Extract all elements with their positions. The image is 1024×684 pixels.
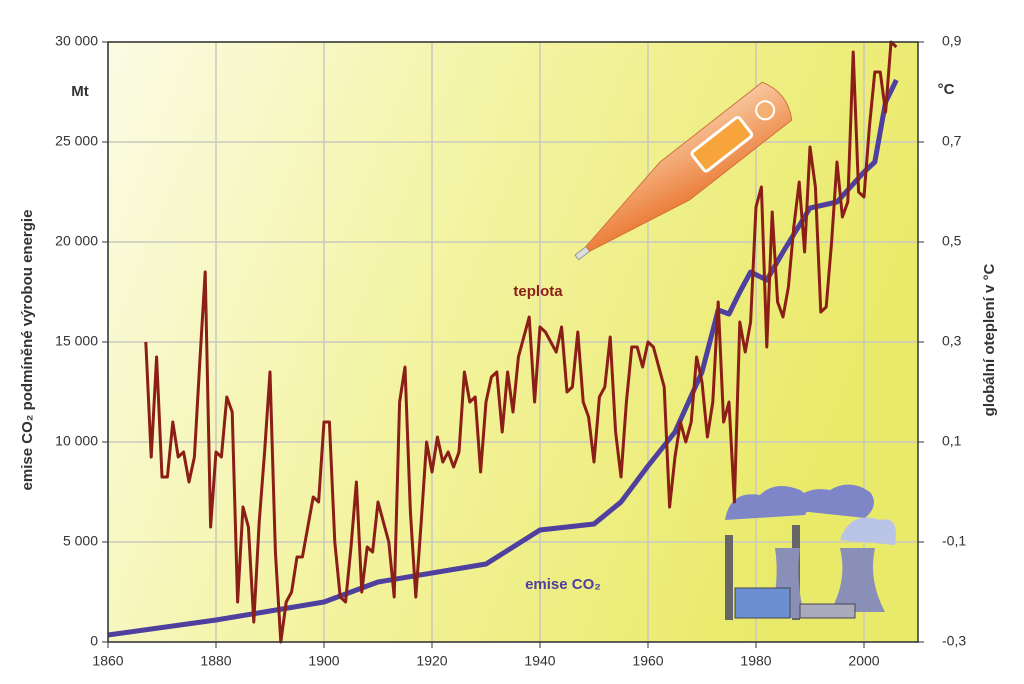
y-tick-label: 5 000 xyxy=(63,533,98,549)
y2-tick-label: -0,1 xyxy=(942,533,966,549)
y2-tick-label: 0,1 xyxy=(942,433,962,449)
y2-tick-label: 0,7 xyxy=(942,133,962,149)
series-annotation: teplota xyxy=(513,283,563,300)
x-tick-label: 1900 xyxy=(308,653,339,669)
y-tick-label: 15 000 xyxy=(55,333,98,349)
x-tick-label: 1920 xyxy=(416,653,447,669)
series-line xyxy=(144,40,898,644)
x-tick-label: 1860 xyxy=(92,653,123,669)
y2-tick-label: 0,3 xyxy=(942,333,962,349)
power-plant-illustration xyxy=(725,484,896,620)
y-unit: Mt xyxy=(71,83,89,100)
y2-tick-label: 0,9 xyxy=(942,33,962,49)
y2-unit: °C xyxy=(938,81,955,98)
y-tick-label: 30 000 xyxy=(55,33,98,49)
lines xyxy=(107,40,899,644)
x-tick-label: 1940 xyxy=(524,653,555,669)
y2-axis-label: globální oteplení v °C xyxy=(981,264,998,417)
series-annotation: emise CO₂ xyxy=(525,576,601,593)
x-tick-label: 2000 xyxy=(848,653,879,669)
y-axis-label: emise CO₂ podmíněné výrobou energie xyxy=(19,210,36,491)
y2-tick-label: 0,5 xyxy=(942,233,962,249)
y-tick-label: 25 000 xyxy=(55,133,98,149)
x-tick-label: 1880 xyxy=(200,653,231,669)
thermometer-illustration xyxy=(574,81,793,261)
x-tick-label: 1960 xyxy=(632,653,663,669)
x-tick-label: 1980 xyxy=(740,653,771,669)
y-tick-label: 0 xyxy=(90,633,98,649)
y-tick-label: 20 000 xyxy=(55,233,98,249)
y-tick-label: 10 000 xyxy=(55,433,98,449)
y2-tick-label: -0,3 xyxy=(942,633,966,649)
